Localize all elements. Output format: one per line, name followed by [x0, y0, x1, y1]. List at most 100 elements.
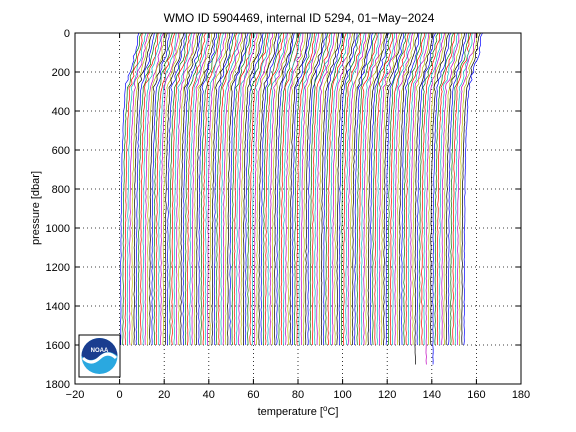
profile-line [427, 32, 447, 346]
profile-line [336, 32, 355, 346]
profile-line [247, 32, 267, 346]
profile-line [305, 32, 324, 346]
profile-line [149, 32, 168, 346]
profile-line [347, 32, 367, 346]
profile-line [153, 32, 173, 346]
x-axis-label-text: temperature [ [258, 406, 323, 418]
temperature-profiles [120, 32, 483, 365]
profile-line [236, 32, 256, 346]
profile-line [151, 32, 170, 346]
profile-line [182, 32, 202, 346]
profile-line [405, 32, 426, 346]
profile-line [383, 32, 403, 346]
profile-line [260, 32, 280, 346]
profile-line [249, 32, 269, 346]
profile-line [198, 32, 218, 346]
profile-line [193, 32, 213, 346]
profile-line [394, 32, 414, 346]
profile-line [229, 32, 249, 346]
profile-line [416, 32, 437, 346]
profile-line [218, 32, 238, 346]
x-tick-label: −20 [66, 389, 85, 401]
profile-line [222, 32, 243, 346]
profile-line [189, 32, 209, 346]
x-tick-label: 80 [292, 389, 304, 401]
x-tick-label: 60 [247, 389, 259, 401]
profile-line [432, 32, 451, 365]
profile-line [436, 32, 456, 346]
profile-line [430, 32, 450, 346]
y-tick-label: 0 [64, 28, 70, 40]
profile-line [251, 32, 270, 346]
profile-line [316, 32, 335, 346]
profile-line [289, 32, 309, 346]
profile-line [307, 32, 327, 346]
x-axis-label: temperature [oC] [258, 404, 339, 419]
profile-line [144, 32, 165, 346]
profile-line [325, 32, 344, 346]
profile-line [392, 32, 411, 346]
profile-line [454, 32, 473, 346]
profile-line [213, 32, 233, 346]
profile-line [287, 32, 306, 346]
y-tick-label: 1200 [46, 262, 70, 274]
profile-line [207, 32, 227, 346]
profile-line [421, 32, 441, 346]
x-axis-label-unit: C] [327, 406, 338, 418]
profile-line [173, 32, 192, 346]
profile-line [278, 33, 298, 346]
profile-line [418, 32, 439, 346]
x-tick-label: 40 [203, 389, 215, 401]
profile-line [146, 32, 167, 346]
profile-line [258, 32, 278, 346]
profile-line [378, 32, 398, 346]
x-tick-label: 0 [117, 389, 123, 401]
profile-line [349, 32, 370, 346]
profile-line [276, 32, 295, 346]
y-tick-label: 1800 [46, 379, 70, 391]
y-tick-label: 1000 [46, 223, 70, 235]
profile-line [309, 32, 329, 346]
logo-wave [81, 352, 118, 364]
profile-line [365, 32, 385, 346]
profile-line [195, 32, 215, 346]
profile-line [358, 32, 378, 346]
profile-line [387, 32, 407, 346]
logo-text: NOAA [91, 348, 109, 354]
profile-line [459, 32, 478, 346]
profile-line [244, 32, 264, 346]
profile-line [376, 32, 396, 346]
profile-line [204, 32, 225, 345]
profile-line [407, 32, 427, 346]
profile-line [184, 32, 204, 346]
profile-line [398, 32, 418, 346]
profile-line [227, 32, 246, 346]
profile-line [314, 32, 333, 346]
profile-line [385, 32, 405, 346]
x-tick-label: 120 [378, 389, 396, 401]
y-axis-label: pressure [dbar] [30, 171, 42, 245]
profile-line [414, 32, 434, 365]
profile-line [323, 32, 342, 346]
profile-line [338, 32, 358, 346]
profile-line [456, 32, 476, 346]
y-tick-label: 200 [52, 67, 70, 79]
profile-line [220, 32, 240, 346]
profile-line [274, 32, 294, 346]
profile-line [126, 32, 147, 346]
profile-line [269, 32, 289, 346]
profile-line [140, 32, 159, 346]
profile-line [240, 32, 260, 346]
profile-line [271, 32, 291, 346]
profile-line [367, 32, 388, 346]
profile-line [191, 32, 210, 346]
profile-line [187, 32, 206, 346]
profile-line [233, 32, 252, 346]
profile-line [374, 32, 394, 346]
profile-line [396, 32, 415, 346]
profile-line [450, 32, 470, 346]
profile-line [343, 32, 362, 346]
profile-line [280, 32, 300, 346]
x-tick-label: 100 [333, 389, 351, 401]
